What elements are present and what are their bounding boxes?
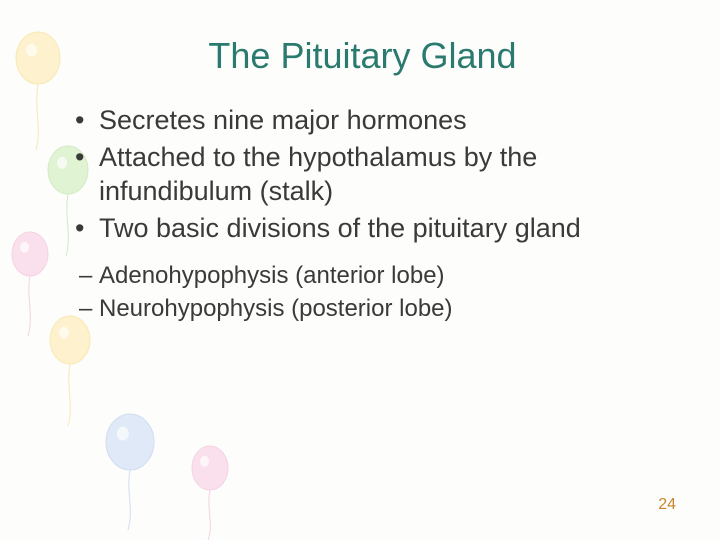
slide-title: The Pituitary Gland	[55, 35, 670, 77]
sub-bullet-text: Adenohypophysis (anterior lobe)	[99, 262, 445, 289]
bullet-list: Secretes nine major hormones Attached to…	[55, 103, 670, 245]
sub-bullet-item: Adenohypophysis (anterior lobe)	[81, 261, 670, 292]
slide-content: Secretes nine major hormones Attached to…	[55, 103, 670, 325]
bullet-item: Secretes nine major hormones	[79, 103, 670, 138]
page-number: 24	[658, 496, 676, 514]
sub-bullet-item: Neurohypophysis (posterior lobe)	[81, 294, 670, 325]
sub-bullet-list: Adenohypophysis (anterior lobe) Neurohyp…	[55, 261, 670, 324]
slide: The Pituitary Gland Secretes nine major …	[0, 0, 720, 540]
sub-bullet-text: Neurohypophysis (posterior lobe)	[99, 295, 453, 322]
bullet-text: Two basic divisions of the pituitary gla…	[99, 213, 581, 243]
bullet-item: Two basic divisions of the pituitary gla…	[79, 211, 670, 246]
bullet-text: Secretes nine major hormones	[99, 105, 467, 135]
bullet-item: Attached to the hypothalamus by the infu…	[79, 140, 670, 209]
bullet-text: Attached to the hypothalamus by the infu…	[99, 142, 537, 207]
